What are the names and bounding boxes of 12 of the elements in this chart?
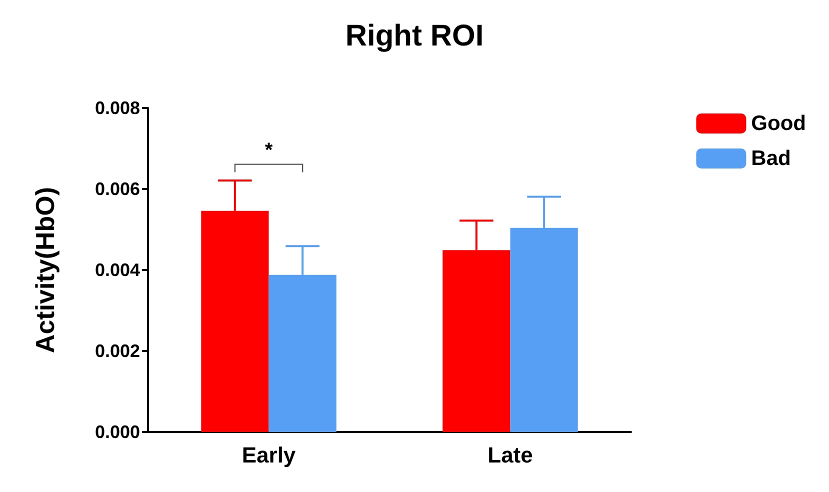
- y-tick-label: 0.000: [94, 422, 140, 442]
- x-tick-label: Late: [488, 442, 533, 468]
- y-tick-label: 0.004: [94, 260, 140, 280]
- x-tick-label: Early: [242, 442, 296, 468]
- legend-label: Good: [751, 112, 806, 135]
- y-tick-label: 0.006: [94, 179, 140, 199]
- y-axis-title: Activity(HbO): [30, 186, 60, 354]
- y-tick-label: 0.008: [94, 98, 140, 118]
- annotation: *: [264, 139, 273, 162]
- y-tick-label: 0.002: [94, 341, 140, 361]
- chart-title: Right ROI: [345, 20, 484, 52]
- legend-label: Bad: [751, 147, 791, 170]
